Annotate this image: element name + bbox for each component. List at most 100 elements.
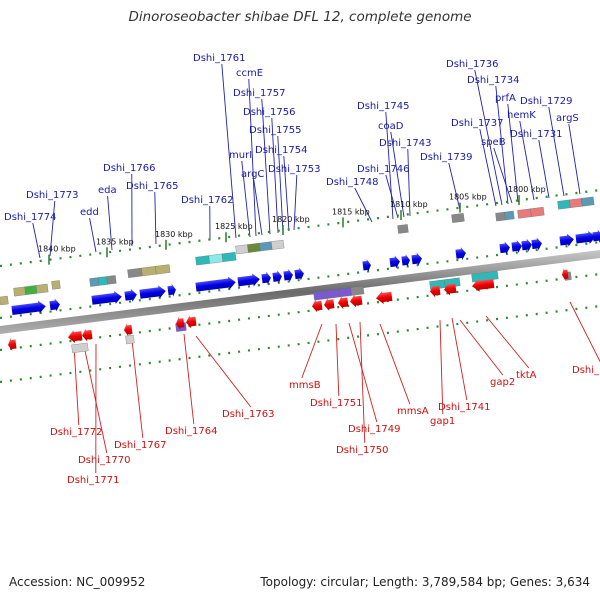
gene-label-forward: Dshi_1734	[467, 75, 519, 86]
gene-forward[interactable]	[362, 259, 372, 273]
gene-reverse[interactable]	[175, 316, 185, 330]
gene-label-reverse: Dshi_1763	[222, 409, 274, 420]
gene-label-forward: Dshi_1761	[193, 53, 245, 64]
gene-label-reverse: gap2	[490, 377, 515, 388]
domain-bar	[125, 334, 135, 345]
gene-reverse[interactable]	[81, 328, 93, 342]
gene-forward[interactable]	[237, 273, 260, 289]
gene-label-forward: Dshi_1756	[243, 107, 295, 118]
label-leader-line	[107, 195, 113, 251]
gene-reverse[interactable]	[311, 299, 323, 313]
gene-label-forward: Dshi_1748	[326, 177, 378, 188]
gene-label-forward: Dshi_1757	[233, 88, 285, 99]
gene-reverse[interactable]	[349, 294, 363, 308]
label-leader-line	[448, 162, 461, 211]
label-leader-line	[568, 123, 581, 195]
label-leader-line	[474, 69, 503, 206]
gene-reverse[interactable]	[471, 277, 495, 293]
scale-tick-label: 1835 kbp	[96, 237, 134, 246]
gene-label-forward: Dshi_1773	[26, 190, 78, 201]
gene-label-forward: prfA	[495, 93, 516, 104]
label-leader-line	[385, 174, 399, 219]
gene-forward[interactable]	[499, 241, 511, 255]
gene-forward[interactable]	[139, 285, 166, 301]
gene-forward[interactable]	[167, 283, 177, 297]
gene-label-reverse: tktA	[516, 370, 537, 381]
gene-label-forward: Dshi_1754	[255, 145, 307, 156]
scale-tick-label: 1820 kbp	[272, 215, 310, 224]
label-leader-line	[293, 174, 298, 231]
gene-reverse[interactable]	[323, 297, 335, 311]
gene-forward[interactable]	[272, 270, 283, 284]
gene-forward[interactable]	[575, 230, 596, 245]
scale-tick-label: 1810 kbp	[390, 200, 428, 209]
gene-forward[interactable]	[49, 298, 61, 312]
label-leader-line	[221, 63, 237, 239]
gene-forward[interactable]	[11, 300, 46, 317]
gene-label-forward: argS	[556, 113, 579, 124]
gene-forward[interactable]	[455, 247, 467, 261]
gene-forward[interactable]	[294, 267, 305, 281]
gene-forward[interactable]	[521, 238, 533, 252]
gene-forward[interactable]	[401, 254, 411, 268]
gene-label-reverse: mmsB	[289, 380, 321, 391]
label-leader-line	[459, 319, 504, 376]
domain-bar	[235, 239, 285, 255]
gene-reverse[interactable]	[7, 338, 17, 352]
gene-forward[interactable]	[559, 233, 575, 248]
label-leader-line	[379, 323, 411, 405]
label-leader-line	[451, 317, 468, 401]
gene-forward[interactable]	[124, 288, 138, 302]
gene-label-forward: ccmE	[236, 68, 263, 79]
label-leader-line	[390, 131, 405, 218]
label-leader-line	[385, 111, 394, 220]
gene-label-forward: Dshi_1737	[451, 118, 503, 129]
domain-bar	[451, 213, 465, 223]
track-bottom-inner	[0, 272, 600, 352]
gene-reverse[interactable]	[561, 268, 569, 282]
gene-reverse[interactable]	[337, 295, 349, 310]
gene-label-forward: Dshi_1765	[126, 181, 178, 192]
gene-label-forward: Dshi_1774	[4, 212, 56, 223]
domain-bar	[557, 196, 595, 210]
gene-label-forward: murI	[229, 150, 252, 161]
label-leader-line	[354, 187, 373, 223]
gene-reverse[interactable]	[429, 284, 441, 298]
domain-bar	[397, 224, 409, 234]
gene-forward[interactable]	[261, 271, 272, 285]
label-leader-line	[271, 117, 279, 234]
label-leader-line	[49, 200, 56, 257]
gene-forward[interactable]	[283, 268, 294, 282]
gene-label-reverse: Dshi_1749	[348, 424, 400, 435]
gene-reverse[interactable]	[185, 315, 197, 329]
label-leader-line	[253, 179, 263, 236]
domain-bar	[313, 285, 365, 301]
track-bottom-outer	[0, 304, 600, 384]
gene-label-forward: hemK	[507, 110, 536, 121]
gene-forward[interactable]	[389, 255, 401, 269]
domain-bar	[71, 342, 89, 354]
gene-forward[interactable]	[511, 239, 523, 253]
scale-tick-label: 1825 kbp	[215, 222, 253, 231]
gene-label-forward: Dshi_1766	[103, 163, 155, 174]
track-top-inner	[0, 240, 600, 320]
gene-label-forward: Dshi_1739	[420, 152, 472, 163]
gene-reverse[interactable]	[123, 323, 133, 337]
gene-forward[interactable]	[531, 237, 543, 251]
label-leader-line	[277, 135, 284, 233]
label-leader-line	[493, 147, 513, 204]
gene-reverse[interactable]	[375, 290, 393, 305]
gene-reverse[interactable]	[443, 282, 457, 296]
gene-label-reverse: Dshi_1750	[336, 445, 388, 456]
gene-label-reverse: Dshi_1730	[572, 365, 600, 376]
gene-forward[interactable]	[195, 276, 236, 294]
label-leader-line	[485, 315, 530, 369]
gene-forward[interactable]	[91, 290, 122, 307]
gene-forward[interactable]	[592, 229, 600, 243]
gene-label-reverse: mmsA	[397, 406, 429, 417]
scale-tick-label: 1800 kbp	[508, 185, 546, 194]
gene-label-reverse: Dshi_1751	[310, 398, 362, 409]
gene-reverse[interactable]	[67, 329, 83, 344]
gene-forward[interactable]	[411, 252, 423, 266]
